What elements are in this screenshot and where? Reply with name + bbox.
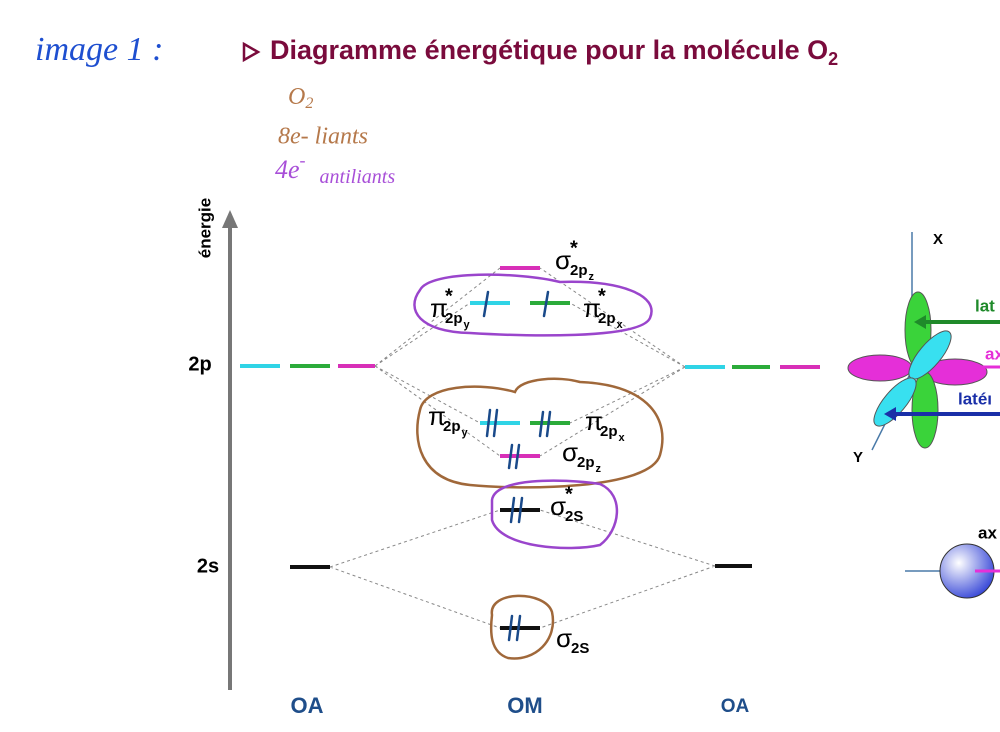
orbital-subsub: x <box>617 319 624 331</box>
note-sub: 2 <box>305 95 313 112</box>
orbital-symbol: π <box>585 406 603 436</box>
orbital-symbol: π <box>583 293 601 323</box>
orbital-sub: 2p <box>577 454 595 471</box>
axis-y-label: Y <box>853 449 863 466</box>
note-text: O <box>288 84 305 110</box>
orbital-star: * <box>570 237 578 259</box>
orbital-subsub: x <box>619 432 626 444</box>
orbital-star: * <box>565 483 573 505</box>
orbital-symbol: π <box>428 401 446 431</box>
molecule-note: O2 <box>288 84 313 112</box>
note-charge: - <box>300 150 306 170</box>
side-label: lat <box>975 296 995 315</box>
orbital-sub: 2p <box>443 418 461 435</box>
orbital-subsub: z <box>589 271 595 283</box>
level-label: 2s <box>197 555 219 577</box>
bullet <box>242 41 261 63</box>
axis-label: énergie <box>195 198 214 258</box>
bonding-note: 8e- liants <box>278 124 368 150</box>
axis-x-label: X <box>933 231 943 248</box>
column-label: OM <box>507 693 542 718</box>
note-word: antiliants <box>320 166 396 188</box>
orbital-subsub: y <box>462 427 469 439</box>
correlation-lines <box>329 267 716 629</box>
orbital-symbol: σ <box>556 623 572 653</box>
orbital-subsub: y <box>464 319 471 331</box>
orbital-symbol: σ <box>550 491 566 521</box>
title-sub: 2 <box>828 49 838 69</box>
orbital-sub: 2S <box>571 640 589 657</box>
energy-levels <box>240 266 820 630</box>
orbital-sub: 2S <box>565 508 583 525</box>
orbital-sub: 2p <box>600 423 618 440</box>
orbital-star: * <box>598 285 606 307</box>
title-text: Diagramme énergétique pour la molécule O <box>270 35 828 65</box>
column-label: OA <box>291 693 324 718</box>
enclosures <box>413 273 664 660</box>
level-label: 2p <box>188 353 211 375</box>
side-label: ax <box>985 344 1000 363</box>
orbital-sub: 2p <box>570 262 588 279</box>
title: Diagramme énergétique pour la molécule O… <box>270 35 838 69</box>
image-label: image 1 : <box>35 31 163 68</box>
orbital-star: * <box>445 285 453 307</box>
side-label: latéı <box>958 389 992 408</box>
orbital-figure <box>847 232 1000 599</box>
orbital-sub: 2p <box>445 310 463 327</box>
electrons <box>482 290 552 642</box>
note-count: 4e <box>275 155 300 184</box>
orbital-subsub: z <box>596 463 602 475</box>
axis-arrow <box>222 210 238 228</box>
antibonding-note: 4e-antiliants <box>275 150 395 187</box>
side-label: ax <box>978 523 997 542</box>
orbital-sub: 2p <box>598 310 616 327</box>
orbital-symbol: π <box>430 293 448 323</box>
orbital-symbol: σ <box>555 245 571 275</box>
orbital-symbol: σ <box>562 437 578 467</box>
column-label: OA <box>721 696 750 717</box>
